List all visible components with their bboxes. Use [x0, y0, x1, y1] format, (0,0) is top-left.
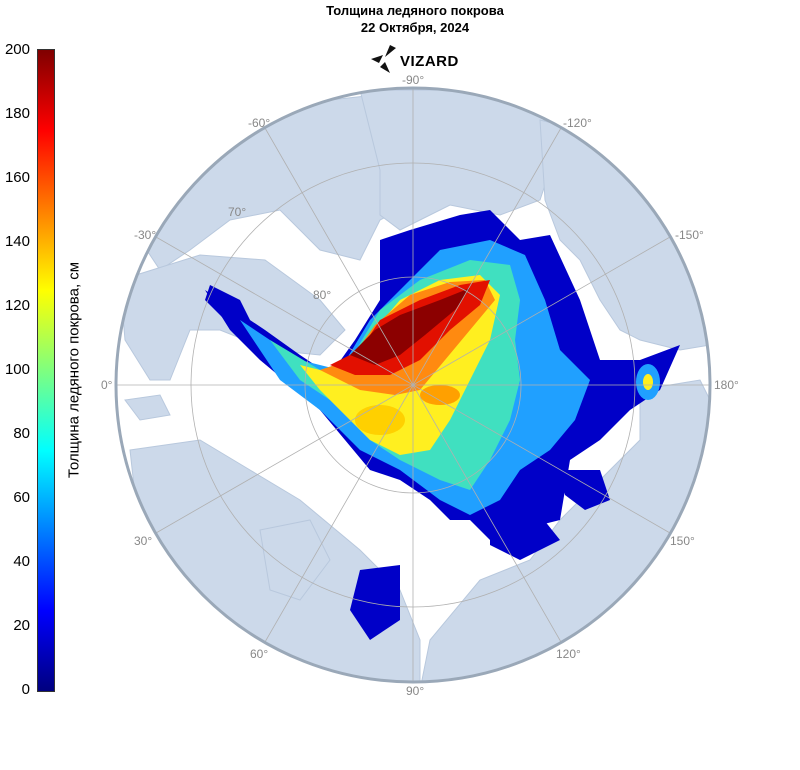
lon-label: -60°: [248, 116, 270, 130]
lat-label: 70°: [228, 205, 246, 219]
ice-dark-red: [350, 288, 470, 365]
title-line-1: Толщина ледяного покрова: [326, 3, 504, 18]
ice-patch: [420, 385, 460, 405]
map-title: Толщина ледяного покрова 22 Октября, 202…: [215, 2, 615, 36]
land-iceland: [124, 394, 171, 421]
lon-label: 60°: [250, 647, 268, 661]
colorbar-tick: 120: [4, 297, 30, 314]
map-frame: [114, 86, 712, 684]
lon-label: -120°: [563, 116, 592, 130]
lat-label: 80°: [313, 288, 331, 302]
land-north-america: [139, 89, 441, 271]
lon-label: 180°: [714, 378, 739, 392]
colorbar-tick: 20: [13, 617, 30, 634]
colorbar-tick: 60: [13, 489, 30, 506]
colorbar-tick: 160: [4, 169, 30, 186]
colorbar-tick: 80: [13, 425, 30, 442]
logo-text: VIZARD: [400, 53, 459, 70]
meridian-150-30: [155, 236, 671, 534]
lon-label: 90°: [406, 684, 424, 698]
colorbar: [37, 49, 55, 692]
lon-label: 120°: [556, 647, 581, 661]
graticule: [116, 88, 710, 682]
colorbar-tick: 140: [4, 233, 30, 250]
ice-patch: [355, 405, 405, 435]
lon-label: -150°: [675, 228, 704, 242]
lon-label: -90°: [402, 73, 424, 87]
lon-label: 0°: [101, 378, 113, 392]
lon-label: 150°: [670, 534, 695, 548]
colorbar-tick: 100: [4, 361, 30, 378]
land-scandinavia: [259, 519, 331, 601]
vizard-logo: VIZARD: [370, 45, 470, 75]
colorbar-tick: 180: [4, 105, 30, 122]
latitude-labels: 70° 80°: [228, 205, 331, 302]
longitude-labels: -90° -60° -120° -30° -150° 0° 180° 30° 1…: [101, 73, 739, 698]
title-line-2: 22 Октября, 2024: [360, 20, 470, 35]
colorbar-tick: 200: [4, 41, 30, 58]
colorbar-tick: 40: [13, 553, 30, 570]
sea-ice: [205, 210, 680, 540]
colorbar-tick: 0: [21, 681, 30, 698]
lon-label: -30°: [134, 228, 156, 242]
lon-label: 30°: [134, 534, 152, 548]
ice-bay-core: [643, 374, 653, 390]
vizard-logo-icon: [371, 45, 396, 73]
